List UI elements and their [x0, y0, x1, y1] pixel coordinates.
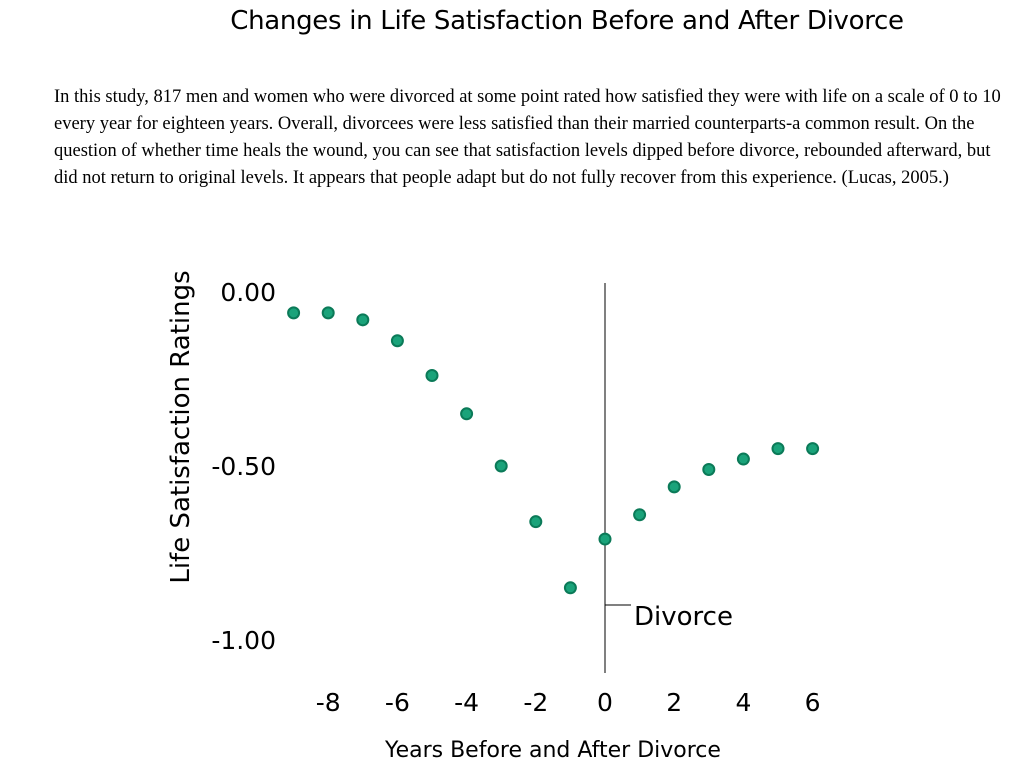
x-tick-label: -6	[385, 688, 410, 717]
data-point	[633, 508, 647, 522]
data-point	[702, 462, 716, 476]
divorce-reference-line: Divorce	[604, 283, 733, 673]
data-point	[494, 459, 508, 473]
x-tick-label: 0	[597, 688, 613, 717]
x-tick-label: -4	[454, 688, 479, 717]
data-point	[667, 480, 681, 494]
data-points	[287, 306, 820, 595]
y-axis-tick-labels: 0.00 -0.50 -1.00	[211, 278, 276, 655]
x-tick-label: -8	[316, 688, 341, 717]
data-point	[390, 334, 404, 348]
study-description: In this study, 817 men and women who wer…	[54, 87, 1001, 188]
x-axis-title: Years Before and After Divorce	[384, 738, 721, 763]
y-axis-title: Life Satisfaction Ratings	[166, 270, 196, 583]
x-tick-label: 2	[666, 688, 682, 717]
data-point	[771, 442, 785, 456]
y-tick-label: 0.00	[220, 278, 276, 307]
data-point	[460, 407, 474, 421]
y-tick-label: -0.50	[211, 452, 276, 481]
data-point	[598, 532, 612, 546]
x-axis-tick-labels: -8 -6 -4 -2 0 2 4 6	[316, 688, 821, 717]
data-point	[287, 306, 301, 320]
x-tick-label: 6	[805, 688, 821, 717]
divorce-label: Divorce	[634, 602, 733, 632]
data-point	[321, 306, 335, 320]
data-point	[425, 369, 439, 383]
data-point	[563, 581, 577, 595]
y-tick-label: -1.00	[211, 626, 276, 655]
x-tick-label: -2	[523, 688, 548, 717]
x-tick-label: 4	[735, 688, 751, 717]
data-point	[529, 515, 543, 529]
data-point	[736, 452, 750, 466]
data-point	[806, 442, 820, 456]
chart-title: Changes in Life Satisfaction Before and …	[230, 6, 904, 36]
data-point	[356, 313, 370, 327]
